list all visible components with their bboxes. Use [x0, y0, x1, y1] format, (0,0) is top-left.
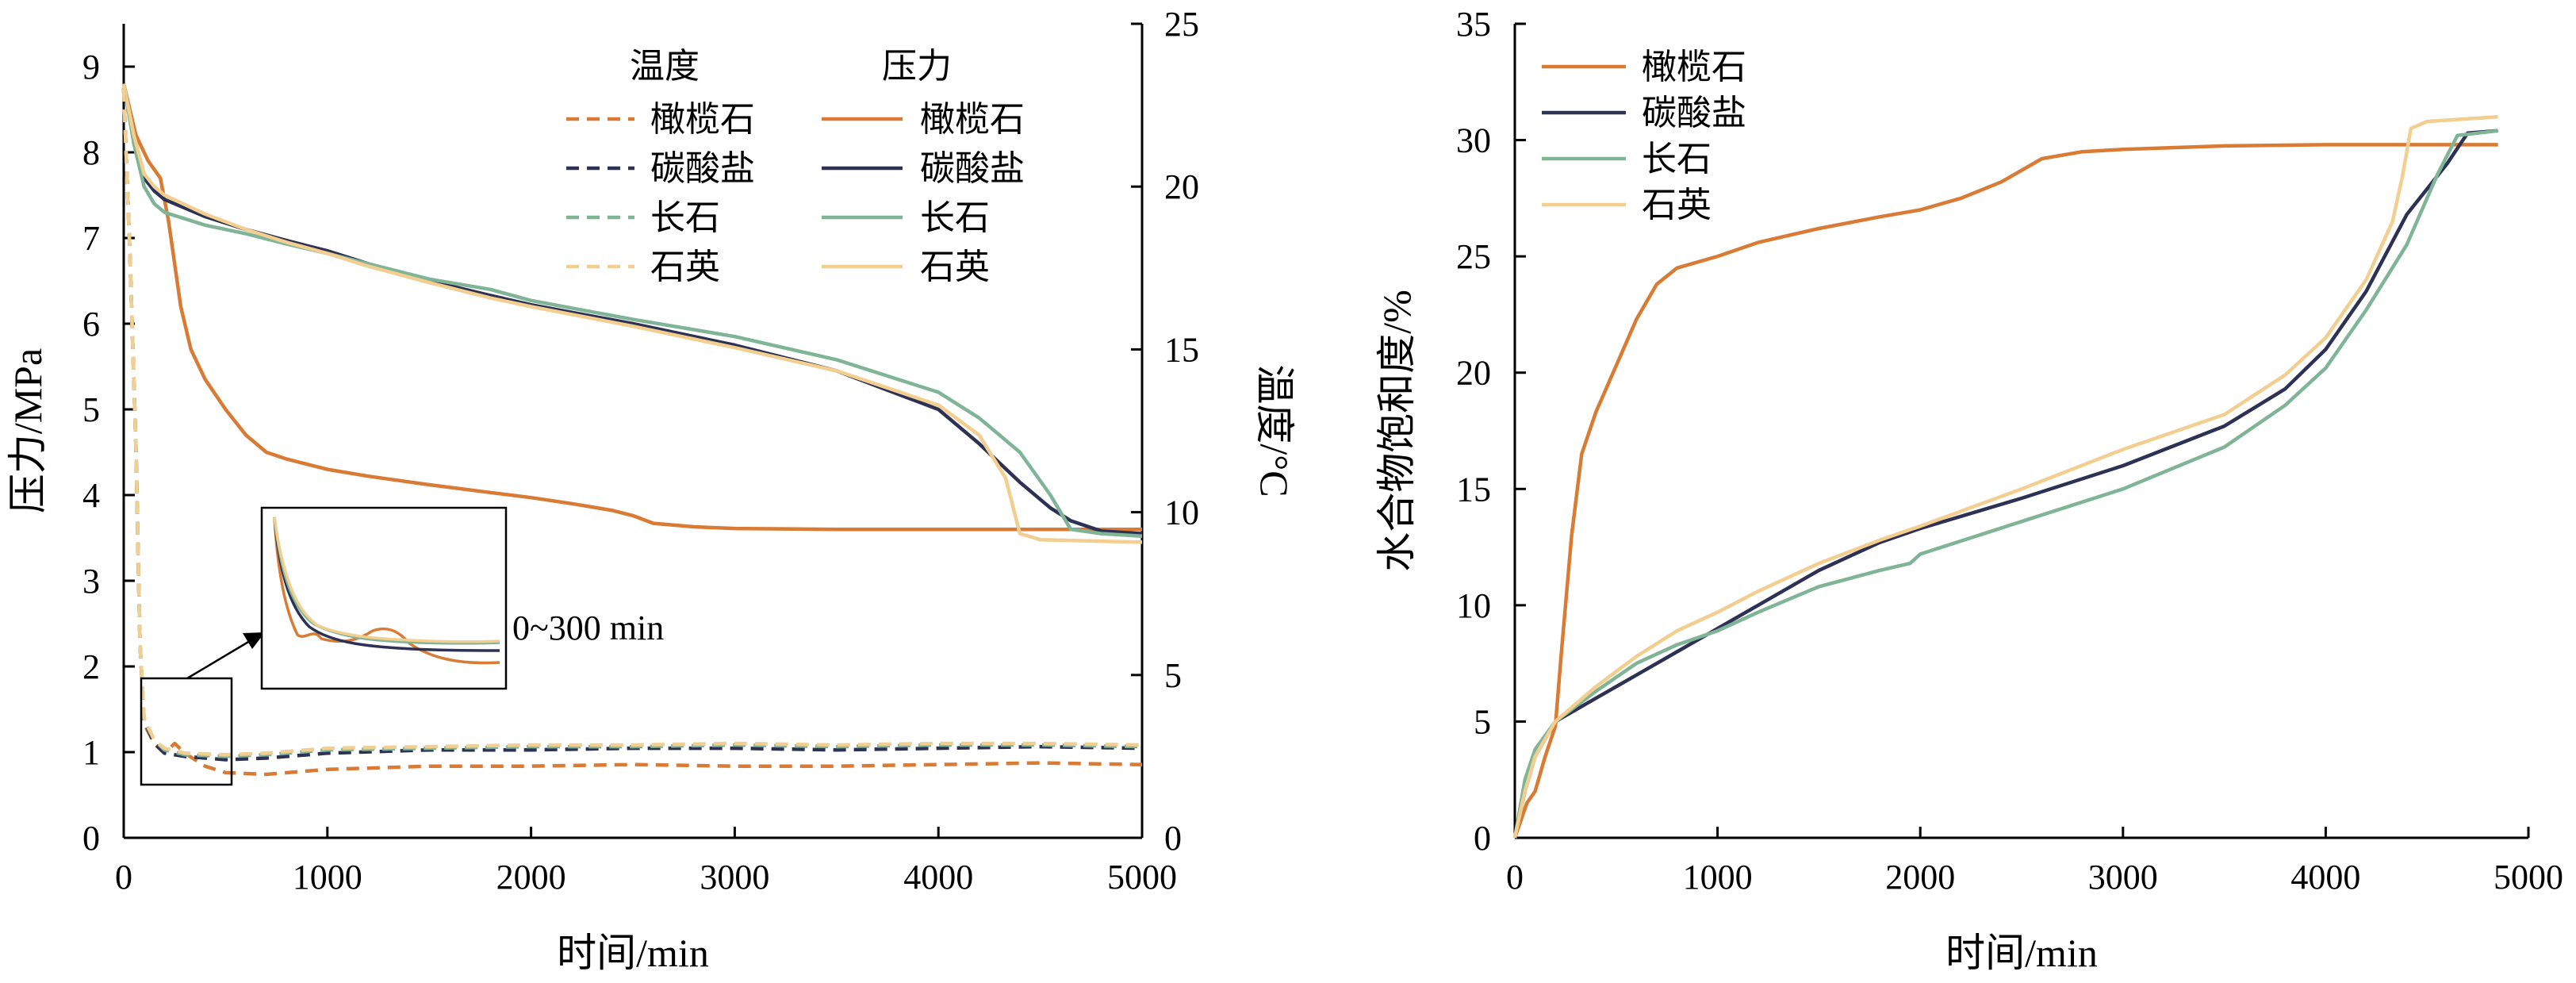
series-line-saturation-olivine: [1512, 143, 2498, 839]
x-tick-label: 1000: [1683, 858, 1753, 897]
y-tick-label: 2: [82, 647, 100, 686]
series-line-saturation-feldspar: [1512, 129, 2498, 839]
y-axis-label: 水合物饱和度/%: [1374, 290, 1419, 572]
legend-label-olivine: 橄榄石: [1642, 48, 1746, 86]
zoom-arrow-line: [186, 637, 255, 680]
legend-label-carbonate: 碳酸盐: [1642, 94, 1746, 132]
legend-label-feldspar: 长石: [1642, 140, 1712, 179]
series-line-pressure-quartz: [121, 83, 1143, 544]
x-tick-label: 4000: [2290, 858, 2360, 897]
series-line-pressure-carbonate: [121, 83, 1143, 536]
series-line-pressure-feldspar: [121, 83, 1143, 539]
legend-label-pressure-carbonate: 碳酸盐: [920, 149, 1025, 188]
series-line-temperature-carbonate: [121, 89, 1143, 762]
y-axis-label: 压力/MPa: [6, 348, 50, 513]
y-tick-label: 0: [82, 819, 100, 858]
legend-label-temperature-olivine: 橄榄石: [650, 100, 755, 139]
y2-tick-label: 0: [1164, 819, 1182, 858]
inset-label: 0~300 min: [512, 609, 664, 647]
legend-label-quartz: 石英: [1642, 186, 1712, 225]
series-line-saturation-carbonate: [1512, 129, 2498, 839]
y2-tick-label: 5: [1164, 656, 1182, 695]
series-line-temperature-quartz: [121, 89, 1143, 757]
y-tick-label: 35: [1456, 5, 1491, 44]
x-tick-label: 5000: [2494, 858, 2563, 897]
y-tick-label: 10: [1456, 586, 1491, 625]
chart-pressure-temperature: 0 1000 2000 3000 4000 50000123456789051015202…: [6, 5, 1297, 975]
x-axis-label: 时间/min: [557, 931, 709, 975]
x-tick-label: 2000: [496, 858, 566, 897]
y-tick-label: 30: [1456, 121, 1491, 160]
x-tick-label: 3000: [2088, 858, 2158, 897]
y-tick-label: 1: [82, 733, 100, 772]
zoom-arrow-head: [243, 632, 265, 649]
x-axis-label: 时间/min: [1945, 931, 2098, 975]
y-tick-label: 25: [1456, 237, 1491, 276]
y-tick-label: 5: [1474, 702, 1491, 741]
y-tick-label: 15: [1456, 470, 1491, 509]
inset-curve-carbonate: [273, 516, 500, 652]
y-tick-label: 0: [1474, 819, 1491, 858]
chart-hydrate-saturation: 0 1000 2000 3000 4000 5000 0 5 10 15 20 25 30 35 时间/mi…: [1374, 5, 2563, 975]
y-tick-label: 7: [82, 219, 100, 258]
x-tick-label: 2000: [1885, 858, 1955, 897]
legend-label-pressure-feldspar: 长石: [920, 198, 990, 237]
x-tick-label: 1000: [293, 858, 362, 897]
zoom-region-box: [140, 677, 233, 786]
series-line-saturation-quartz: [1512, 115, 2498, 839]
legend-label-temperature-feldspar: 长石: [650, 198, 720, 237]
y-tick-label: 20: [1456, 354, 1491, 393]
y2-axis-label: 温度/°C: [1252, 364, 1297, 497]
series-line-pressure-olivine: [121, 83, 1142, 532]
y-tick-label: 5: [82, 390, 100, 429]
x-tick-label: 0: [1506, 858, 1524, 897]
x-tick-label: 0: [115, 858, 132, 897]
x-tick-label: 4000: [903, 858, 973, 897]
x-tick-label: 3000: [700, 858, 769, 897]
y-tick-label: 9: [82, 48, 100, 86]
y2-tick-label: 10: [1164, 493, 1199, 532]
legend-label-pressure-quartz: 石英: [920, 248, 990, 286]
legend-header-temperature: 温度: [630, 47, 700, 86]
inset-box: [260, 506, 508, 690]
y-tick-label: 6: [82, 305, 100, 344]
inset-curve-quartz: [273, 516, 500, 643]
y2-tick-label: 15: [1164, 330, 1199, 369]
inset-curve-feldspar: [273, 516, 500, 645]
y2-tick-label: 25: [1164, 5, 1199, 44]
y2-tick-label: 20: [1164, 167, 1199, 206]
legend-label-pressure-olivine: 橄榄石: [920, 100, 1025, 139]
y-tick-label: 4: [82, 476, 100, 515]
y-tick-label: 3: [82, 562, 100, 601]
x-tick-label: 5000: [1107, 858, 1177, 897]
y-tick-label: 8: [82, 133, 100, 172]
legend-header-pressure: 压力: [882, 47, 952, 86]
legend-label-temperature-carbonate: 碳酸盐: [650, 149, 755, 188]
legend-label-temperature-quartz: 石英: [650, 248, 720, 286]
